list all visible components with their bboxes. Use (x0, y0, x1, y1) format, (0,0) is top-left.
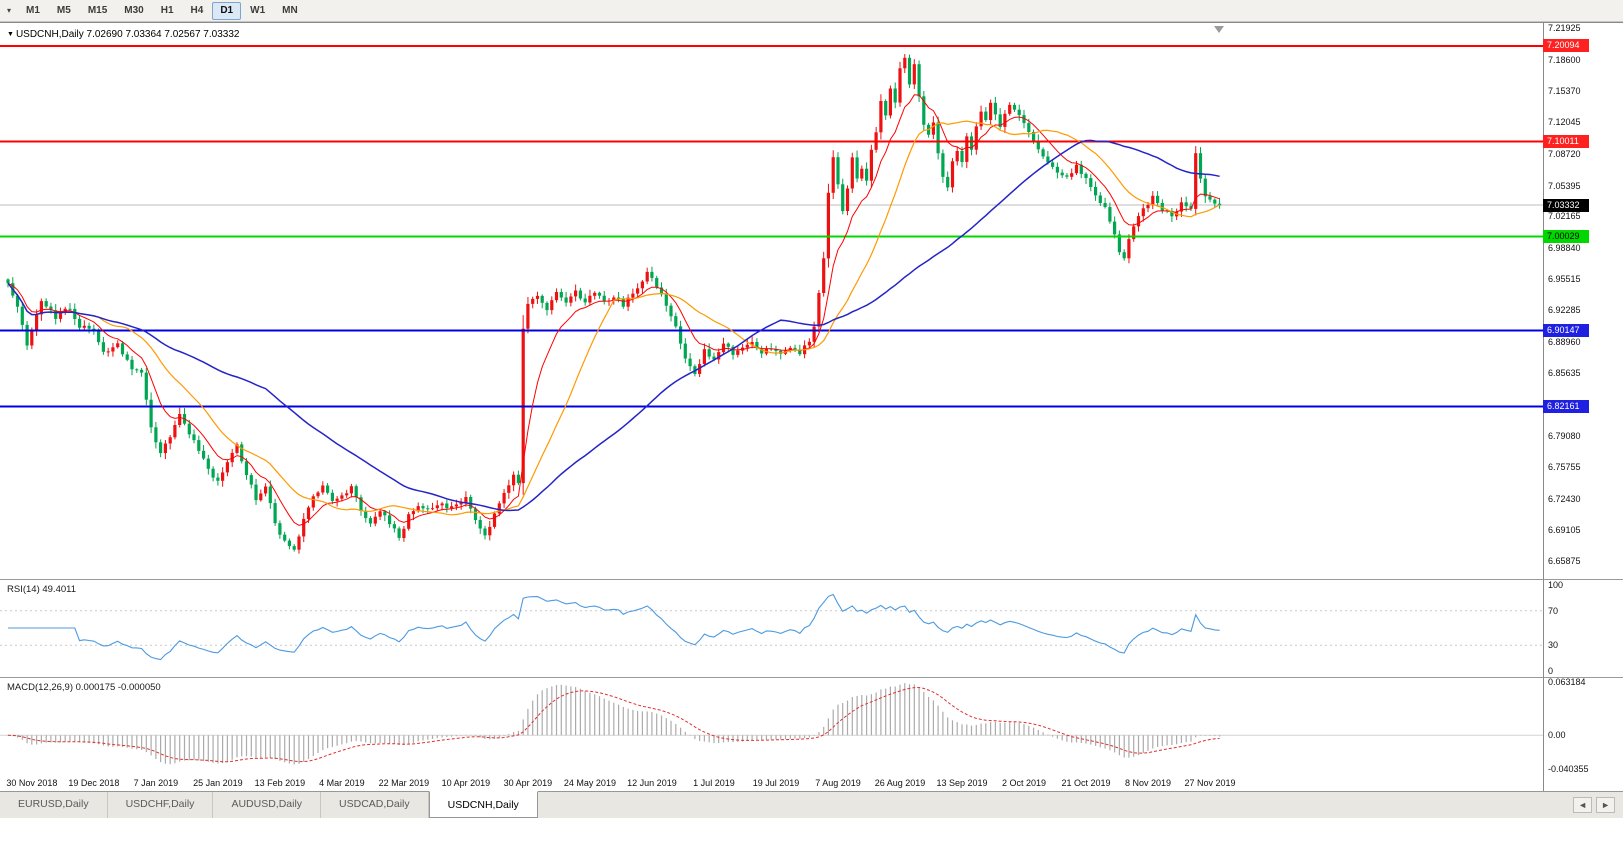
date-label: 8 Nov 2019 (1124, 778, 1172, 788)
price-tick: 7.15370 (1548, 85, 1581, 96)
price-tick: 6.88960 (1548, 336, 1581, 347)
chart-menu-dropdown-icon[interactable]: ▾ (7, 6, 12, 15)
price-tick: 7.18600 (1548, 55, 1581, 66)
tab-audusd[interactable]: AUDUSD,Daily (213, 792, 322, 818)
timeframe-buttons: M1 M5 M15 M30 H1 H4 D1 W1 MN (18, 1, 306, 20)
date-label: 2 Oct 2019 (1001, 778, 1047, 788)
date-label: 12 Jun 2019 (627, 778, 677, 788)
price-tick: 6.65875 (1548, 556, 1581, 567)
date-label: 19 Dec 2018 (68, 778, 120, 788)
main-price-chart[interactable] (0, 23, 1543, 579)
tab-scroll-arrows: ◄ ► (1573, 792, 1623, 818)
macd-tick: 0.00 (1548, 730, 1566, 741)
date-label: 7 Aug 2019 (815, 778, 861, 788)
chart-title: ▼ USDCNH,Daily 7.02690 7.03364 7.02567 7.… (7, 29, 239, 40)
rsi-tick: 30 (1548, 640, 1559, 651)
date-label: 19 Jul 2019 (752, 778, 800, 788)
price-tick: 6.85635 (1548, 368, 1581, 379)
tab-usdcad[interactable]: USDCAD,Daily (321, 792, 429, 818)
rsi-panel-splitter[interactable] (0, 579, 1623, 580)
macd-histogram (7, 683, 1221, 765)
ma-medium-line (7, 120, 1220, 516)
rsi-panel[interactable] (0, 580, 1543, 677)
macd-panel[interactable] (0, 678, 1543, 774)
price-tick: 6.92285 (1548, 305, 1581, 316)
tf-button-m5[interactable]: M5 (56, 4, 71, 16)
date-label: 25 Jan 2019 (193, 778, 243, 788)
hline-price-tag-7.10011: 7.10011 (1543, 135, 1589, 149)
macd-panel-splitter[interactable] (0, 677, 1623, 678)
chart-title-arrow-icon: ▼ (7, 31, 14, 38)
hline-price-tag-6.82161: 6.82161 (1543, 399, 1589, 413)
price-tick: 6.75755 (1548, 462, 1581, 473)
rsi-tick: 70 (1548, 605, 1559, 616)
price-tick: 6.98840 (1548, 242, 1581, 253)
hline-price-tag-7.00029: 7.00029 (1543, 230, 1589, 244)
rsi-label: RSI(14) 49.4011 (7, 584, 77, 595)
price-axis[interactable]: 7.21925 7.18600 7.15370 7.12045 7.08720 7.053… (1543, 23, 1623, 792)
tf-button-m1[interactable]: M1 (26, 4, 40, 16)
price-tick: 7.08720 (1548, 148, 1581, 159)
price-tick: 7.12045 (1548, 117, 1581, 128)
tabs-scroll-right-button[interactable]: ► (1596, 797, 1615, 813)
date-label: 27 Nov 2019 (1184, 778, 1236, 788)
tab-usdcnh[interactable]: USDCNH,Daily (428, 791, 538, 818)
date-label: 30 Apr 2019 (503, 778, 553, 788)
date-label: 13 Feb 2019 (254, 778, 306, 788)
rsi-line (8, 593, 1220, 661)
macd-label: MACD(12,26,9) 0.000175 -0.000050 (7, 682, 161, 693)
chart-tabs: EURUSD,Daily USDCHF,Daily AUDUSD,Daily USDC… (0, 791, 538, 818)
chart-tabbar: EURUSD,Daily USDCHF,Daily AUDUSD,Daily USDC… (0, 791, 1623, 818)
chart-symbol-period: USDCNH,Daily (15, 29, 84, 40)
ma-slow-line (7, 139, 1220, 512)
tf-button-w1[interactable]: W1 (250, 4, 266, 16)
tf-button-mn[interactable]: MN (282, 4, 298, 16)
price-tick: 6.72430 (1548, 493, 1581, 504)
date-label: 30 Nov 2018 (6, 778, 58, 788)
date-label: 22 Mar 2019 (378, 778, 430, 788)
price-tick: 7.21925 (1548, 23, 1581, 34)
chart-ohlc-values: 7.02690 7.03364 7.02567 7.03332 (86, 29, 240, 40)
price-tick: 6.69105 (1548, 525, 1581, 536)
date-label: 26 Aug 2019 (874, 778, 926, 788)
tab-usdchf[interactable]: USDCHF,Daily (108, 792, 214, 818)
tf-button-h1[interactable]: H1 (160, 4, 174, 16)
macd-tick: 0.063184 (1548, 677, 1586, 688)
date-label: 13 Sep 2019 (936, 778, 988, 788)
date-label: 7 Jan 2019 (133, 778, 179, 788)
date-label: 1 Jul 2019 (693, 778, 735, 788)
current-price-tag: 7.03332 (1543, 198, 1589, 212)
macd-tick: -0.040355 (1548, 764, 1589, 775)
tf-button-h4[interactable]: H4 (190, 4, 204, 16)
tf-button-m15[interactable]: M15 (87, 4, 108, 16)
chart-region: ▼ USDCNH,Daily 7.02690 7.03364 7.02567 7.… (0, 22, 1623, 792)
ma-fast-line (7, 94, 1220, 526)
tab-eurusd[interactable]: EURUSD,Daily (0, 792, 108, 818)
price-tick: 7.02165 (1548, 211, 1581, 222)
tf-button-m30[interactable]: M30 (124, 4, 144, 16)
date-label: 4 Mar 2019 (319, 778, 365, 788)
hline-price-tag-6.90147: 6.90147 (1543, 323, 1589, 337)
price-tick: 6.79080 (1548, 430, 1581, 441)
date-label: 10 Apr 2019 (441, 778, 491, 788)
timeframe-toolbar: ▾ M1 M5 M15 M30 H1 H4 D1 W1 MN (0, 0, 1623, 22)
rsi-tick: 0 (1548, 666, 1554, 676)
date-axis[interactable]: 30 Nov 2018 19 Dec 2018 7 Jan 2019 25 Jan 2… (0, 774, 1543, 792)
candles-layer (6, 54, 1222, 554)
hline-price-tag-7.20094: 7.20094 (1543, 39, 1589, 53)
price-tick: 6.95515 (1548, 274, 1581, 285)
date-label: 24 May 2019 (563, 778, 616, 788)
date-label: 21 Oct 2019 (1061, 778, 1111, 788)
tf-button-d1[interactable]: D1 (212, 1, 242, 20)
chart-shift-marker-icon[interactable] (1214, 26, 1224, 33)
price-tick: 7.05395 (1548, 180, 1581, 191)
tabs-scroll-left-button[interactable]: ◄ (1573, 797, 1593, 813)
rsi-tick: 100 (1548, 580, 1564, 590)
